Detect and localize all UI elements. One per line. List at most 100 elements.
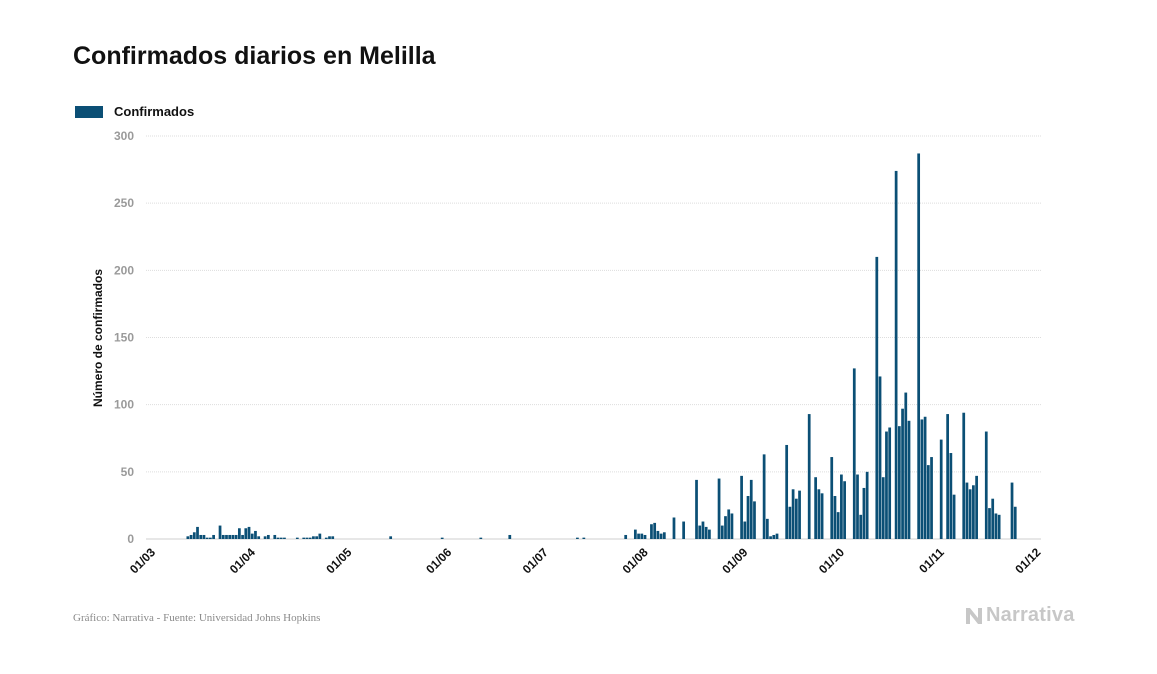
- bar: [704, 526, 708, 539]
- bar: [843, 481, 846, 539]
- bar: [389, 536, 393, 539]
- bar: [192, 532, 196, 539]
- bar: [788, 506, 792, 539]
- bar: [885, 431, 888, 539]
- x-tick-label: 01/06: [423, 545, 454, 576]
- bar: [984, 431, 988, 539]
- bar: [972, 485, 975, 539]
- bar: [962, 412, 966, 539]
- y-tick-label: 250: [114, 196, 134, 210]
- x-tick-label: 01/08: [620, 545, 651, 576]
- y-axis-ticks: 0 50 100 150 200 250 300: [114, 129, 134, 546]
- bar: [624, 534, 628, 539]
- bar: [794, 498, 798, 539]
- bar: [897, 426, 901, 539]
- bar: [189, 534, 193, 539]
- bar: [946, 414, 950, 539]
- x-tick-label: 01/09: [719, 545, 750, 576]
- chart-legend: Confirmados: [75, 104, 194, 119]
- bar: [862, 487, 866, 539]
- bar: [814, 477, 818, 539]
- bar: [901, 408, 904, 539]
- bar: [221, 534, 225, 539]
- bar: [1010, 482, 1014, 539]
- bar: [305, 537, 309, 539]
- bar: [331, 536, 335, 539]
- bar: [254, 530, 257, 539]
- bar: [904, 392, 908, 539]
- bar: [312, 536, 315, 539]
- bar: [720, 525, 724, 539]
- bar: [856, 474, 859, 539]
- bar: [975, 475, 978, 539]
- y-tick-label: 200: [114, 263, 134, 277]
- bar: [798, 490, 801, 539]
- bar: [785, 444, 789, 539]
- bar: [988, 508, 991, 539]
- bar: [228, 534, 232, 539]
- narrativa-logo[interactable]: Narrativa: [964, 604, 1075, 627]
- bar: [225, 534, 228, 539]
- bar: [833, 496, 837, 539]
- bar: [907, 420, 911, 539]
- narrativa-icon: [966, 607, 982, 624]
- bar: [656, 530, 660, 539]
- bar: [881, 477, 885, 539]
- bars: [186, 153, 1017, 540]
- bar: [840, 474, 843, 539]
- bar: [324, 537, 328, 539]
- bar: [1013, 506, 1017, 539]
- bar: [749, 479, 753, 539]
- bar: [196, 526, 199, 539]
- bar: [894, 170, 898, 539]
- bar: [772, 534, 776, 539]
- bar: [917, 153, 921, 540]
- bar: [637, 533, 640, 539]
- bar: [205, 537, 209, 539]
- bar: [817, 489, 821, 539]
- bar: [241, 534, 244, 539]
- bar: [753, 501, 756, 539]
- bar: [820, 493, 824, 539]
- bar: [807, 414, 811, 539]
- bar: [939, 439, 943, 539]
- bar: [218, 525, 222, 539]
- bar: [991, 498, 995, 539]
- bar: [743, 521, 747, 539]
- bar: [730, 513, 734, 539]
- x-tick-label: 01/03: [127, 545, 158, 576]
- x-tick-label: 01/05: [323, 545, 354, 576]
- bar: [199, 534, 203, 539]
- bar: [234, 534, 238, 539]
- bar: [672, 517, 676, 539]
- bar: [295, 537, 299, 539]
- bar: [997, 514, 1001, 539]
- source-credit: Gráfico: Narrativa - Fuente: Universidad…: [73, 612, 321, 624]
- bar: [724, 516, 727, 539]
- bar: [698, 525, 702, 539]
- bar: [315, 536, 318, 539]
- bar: [952, 494, 956, 539]
- bar: [244, 528, 248, 539]
- bar: [659, 533, 663, 539]
- legend-label: Confirmados: [114, 104, 195, 119]
- bar: [279, 537, 283, 539]
- bar: [440, 537, 444, 539]
- y-tick-label: 100: [114, 398, 134, 412]
- y-axis-label: Número de confirmados: [91, 269, 105, 407]
- bar: [775, 533, 779, 539]
- bar: [920, 419, 924, 539]
- bar: [508, 534, 512, 539]
- bar: [836, 512, 840, 539]
- bar: [682, 521, 686, 539]
- x-tick-label: 01/11: [916, 545, 947, 576]
- x-tick-label: 01/12: [1012, 545, 1043, 576]
- bar: [202, 534, 206, 539]
- bar: [276, 537, 280, 539]
- bar: [302, 537, 306, 539]
- bar: [695, 479, 698, 539]
- bar: [186, 536, 190, 539]
- legend-swatch: [75, 105, 103, 118]
- bar: [209, 537, 212, 539]
